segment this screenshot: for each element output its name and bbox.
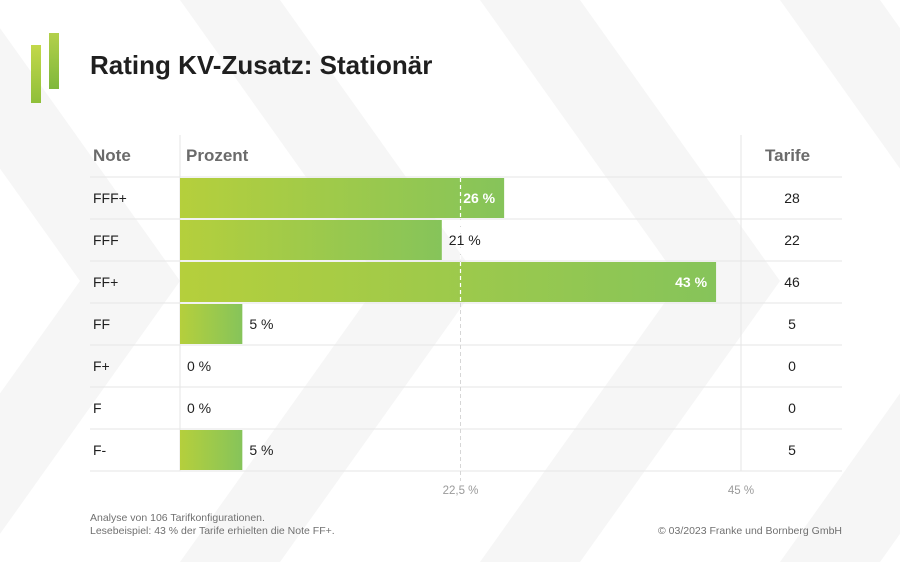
footer-copyright: © 03/2023 Franke und Bornberg GmbH <box>657 525 842 537</box>
category-label: F <box>93 400 102 416</box>
category-label: FF+ <box>93 274 118 290</box>
category-label: FFF <box>93 232 119 248</box>
bar-fff <box>180 220 442 260</box>
value-label: 0 % <box>187 358 211 374</box>
tarife-count: 5 <box>788 316 796 332</box>
value-label: 5 % <box>249 316 273 332</box>
column-header-note: Note <box>93 146 131 165</box>
tarife-count: 5 <box>788 442 796 458</box>
tarife-count: 0 <box>788 358 796 374</box>
page-title: Rating KV-Zusatz: Stationär <box>90 50 433 80</box>
x-tick-label: 22,5 % <box>443 485 479 497</box>
value-label: 21 % <box>449 232 481 248</box>
bar-fffplus <box>180 178 505 218</box>
bar-fminus <box>180 430 243 470</box>
category-label: FF <box>93 316 110 332</box>
tarife-count: 46 <box>784 274 800 290</box>
value-label: 26 % <box>463 190 495 206</box>
logo-bar-left <box>31 45 41 103</box>
value-label: 43 % <box>675 274 707 290</box>
footer-analysis-note: Analyse von 106 Tarifkonfigurationen. <box>90 512 265 524</box>
category-label: F+ <box>93 358 110 374</box>
bar-ff <box>180 304 243 344</box>
tarife-count: 22 <box>784 232 800 248</box>
category-label: FFF+ <box>93 190 127 206</box>
logo-bar-right <box>49 33 59 89</box>
x-tick-label: 45 % <box>728 485 754 497</box>
brand-logo <box>31 33 61 103</box>
tarife-count: 28 <box>784 190 800 206</box>
category-label: F- <box>93 442 107 458</box>
footer-reading-example: Lesebeispiel: 43 % der Tarife erhielten … <box>90 525 335 537</box>
column-header-prozent: Prozent <box>186 146 249 165</box>
tarife-count: 0 <box>788 400 796 416</box>
bar-ffplus <box>180 262 717 302</box>
value-label: 5 % <box>249 442 273 458</box>
column-header-tarife: Tarife <box>765 146 811 165</box>
value-label: 0 % <box>187 400 211 416</box>
